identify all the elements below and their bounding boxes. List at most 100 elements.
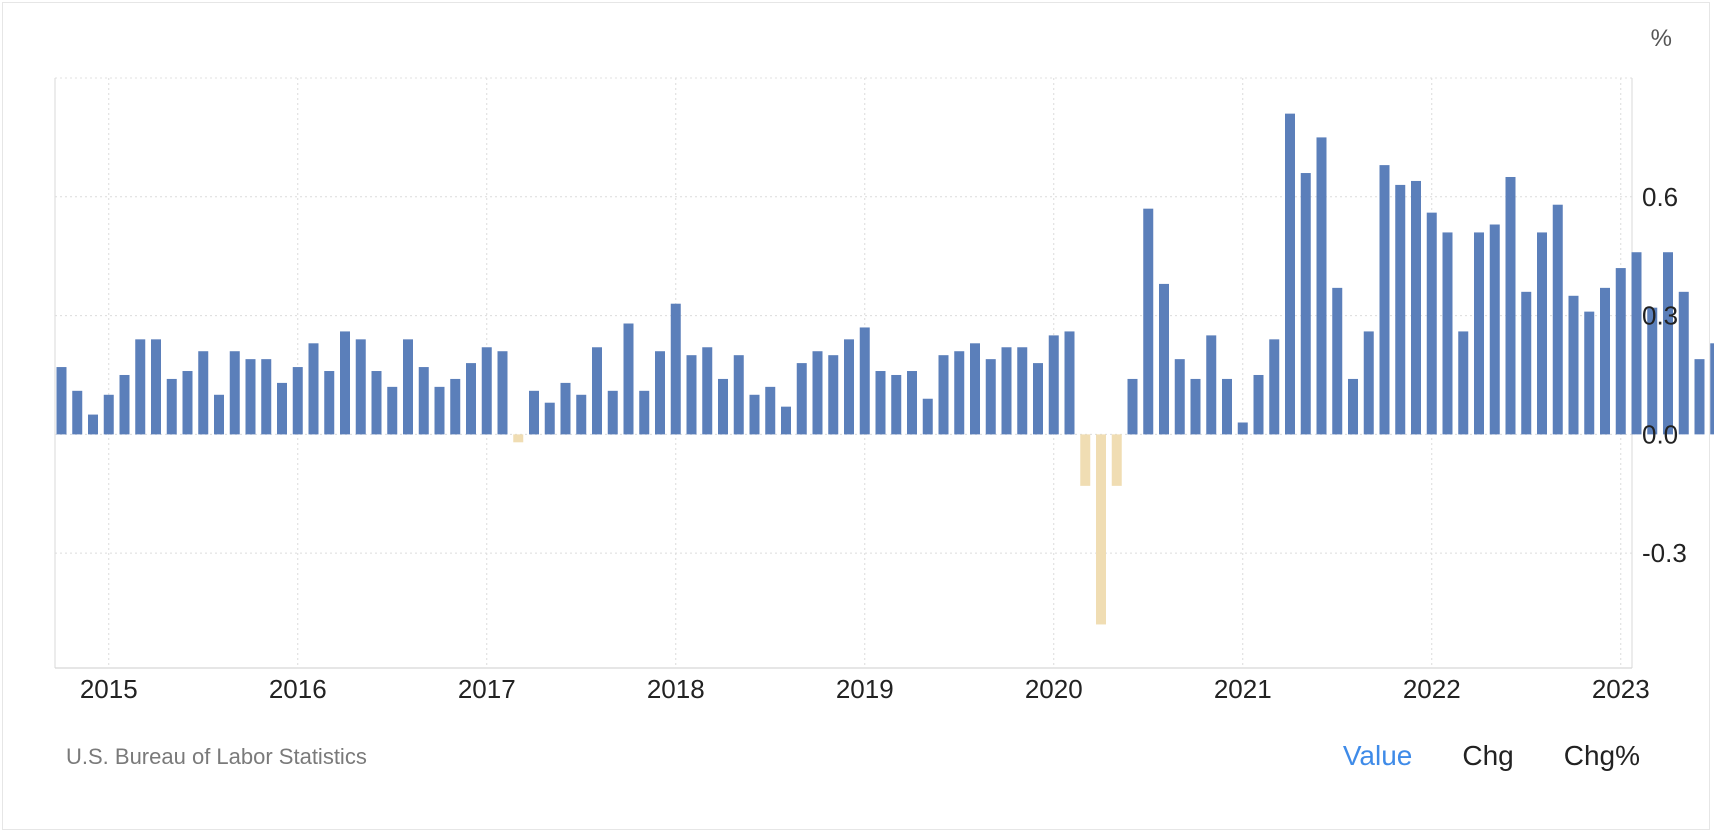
bar[interactable] xyxy=(1363,331,1374,435)
bar[interactable] xyxy=(686,355,697,435)
bar[interactable] xyxy=(1190,378,1201,435)
bar[interactable] xyxy=(922,398,933,435)
bar[interactable] xyxy=(1647,307,1658,435)
bar[interactable] xyxy=(1332,287,1343,435)
bar[interactable] xyxy=(1694,359,1705,435)
bar[interactable] xyxy=(1474,232,1484,435)
bar[interactable] xyxy=(261,359,272,435)
bar[interactable] xyxy=(1379,165,1390,435)
bar[interactable] xyxy=(1710,343,1714,435)
bar[interactable] xyxy=(655,351,665,435)
bar[interactable] xyxy=(1600,287,1610,435)
bar[interactable] xyxy=(1080,434,1091,486)
bar[interactable] xyxy=(1316,137,1327,435)
bar[interactable] xyxy=(103,394,114,435)
bar[interactable] xyxy=(324,371,335,435)
bar[interactable] xyxy=(135,339,146,435)
bar[interactable] xyxy=(1411,180,1421,435)
bar[interactable] xyxy=(1552,204,1563,435)
bar[interactable] xyxy=(639,390,650,435)
bar[interactable] xyxy=(166,378,177,435)
bar[interactable] xyxy=(1537,232,1547,435)
bar[interactable] xyxy=(1458,331,1469,435)
bar[interactable] xyxy=(1505,176,1516,435)
bar[interactable] xyxy=(387,386,398,435)
bar[interactable] xyxy=(702,347,713,435)
bar[interactable] xyxy=(718,378,728,435)
bar[interactable] xyxy=(1111,434,1122,486)
bar[interactable] xyxy=(1285,113,1295,435)
bar[interactable] xyxy=(1269,339,1280,435)
bar[interactable] xyxy=(418,367,429,435)
bar[interactable] xyxy=(229,351,240,435)
bar[interactable] xyxy=(1222,378,1232,435)
bar[interactable] xyxy=(796,363,807,435)
bar[interactable] xyxy=(1237,422,1248,435)
bar[interactable] xyxy=(1017,347,1028,435)
bar[interactable] xyxy=(592,347,602,435)
bar[interactable] xyxy=(828,355,839,435)
bar[interactable] xyxy=(529,390,539,435)
bar[interactable] xyxy=(151,339,161,435)
bar[interactable] xyxy=(119,374,130,435)
bar[interactable] xyxy=(182,371,193,435)
mode-value-button[interactable]: Value xyxy=(1342,740,1413,771)
bar[interactable] xyxy=(1001,347,1012,435)
bar[interactable] xyxy=(198,351,209,435)
bar[interactable] xyxy=(1033,363,1043,435)
bar[interactable] xyxy=(1159,283,1169,435)
bar[interactable] xyxy=(1489,224,1500,435)
bar[interactable] xyxy=(1615,268,1626,435)
bar[interactable] xyxy=(450,378,461,435)
bar[interactable] xyxy=(277,382,287,435)
bar[interactable] xyxy=(1253,374,1264,435)
bar[interactable] xyxy=(1663,252,1673,435)
bar[interactable] xyxy=(670,303,681,435)
bar[interactable] xyxy=(875,371,886,435)
bar[interactable] xyxy=(214,394,224,435)
bar[interactable] xyxy=(1426,212,1437,435)
bar[interactable] xyxy=(340,331,350,435)
bar[interactable] xyxy=(623,323,634,435)
bar[interactable] xyxy=(607,390,618,435)
bar[interactable] xyxy=(1143,208,1154,435)
bar[interactable] xyxy=(1584,311,1595,435)
bar[interactable] xyxy=(72,390,83,435)
bar[interactable] xyxy=(56,367,67,435)
bar[interactable] xyxy=(434,386,445,435)
bar[interactable] xyxy=(765,386,776,435)
bar[interactable] xyxy=(1395,184,1406,435)
bar[interactable] xyxy=(1127,378,1138,435)
bar[interactable] xyxy=(812,351,823,435)
bar[interactable] xyxy=(1568,295,1579,435)
bar[interactable] xyxy=(355,339,366,435)
bar[interactable] xyxy=(954,351,965,435)
bar[interactable] xyxy=(1442,232,1453,435)
bar[interactable] xyxy=(513,434,524,443)
bar[interactable] xyxy=(781,406,791,435)
bar[interactable] xyxy=(1631,252,1642,435)
bar[interactable] xyxy=(970,343,980,435)
mode-chg-percent-button[interactable]: Chg% xyxy=(1563,740,1640,771)
bar[interactable] xyxy=(560,382,571,435)
bar[interactable] xyxy=(1096,434,1106,625)
bar[interactable] xyxy=(985,359,996,435)
bar[interactable] xyxy=(308,343,319,435)
bar[interactable] xyxy=(749,394,760,435)
bar[interactable] xyxy=(1348,378,1358,435)
bar[interactable] xyxy=(371,371,382,435)
bar[interactable] xyxy=(1048,335,1059,435)
bar[interactable] xyxy=(466,363,476,435)
bar[interactable] xyxy=(907,371,917,435)
bar[interactable] xyxy=(1300,173,1311,435)
bar[interactable] xyxy=(733,355,744,435)
bar[interactable] xyxy=(1521,291,1532,435)
bar[interactable] xyxy=(576,394,587,435)
bar[interactable] xyxy=(891,374,902,435)
bar[interactable] xyxy=(292,367,303,435)
bar[interactable] xyxy=(88,414,98,435)
bar[interactable] xyxy=(481,347,492,435)
bar[interactable] xyxy=(403,339,413,435)
mode-chg-button[interactable]: Chg xyxy=(1462,740,1514,771)
bar[interactable] xyxy=(938,355,949,435)
